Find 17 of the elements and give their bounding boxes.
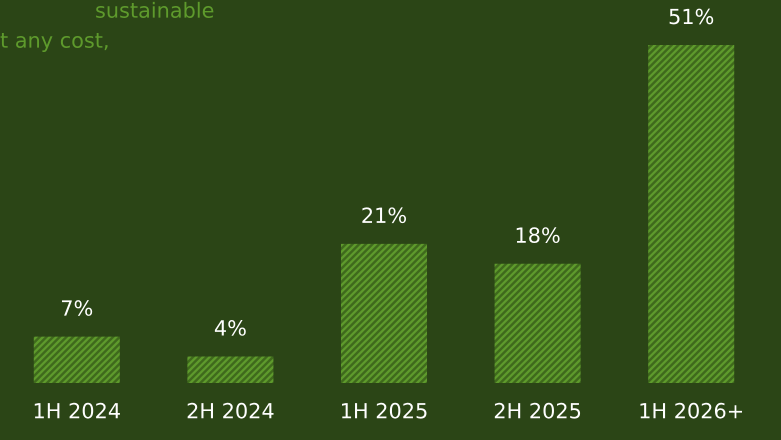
data-label: 4% xyxy=(214,320,246,336)
data-label: 18% xyxy=(516,227,560,244)
x-tick-label: 2H 2025 xyxy=(494,402,580,419)
data-label: 51% xyxy=(670,8,714,24)
x-tick-label: 1H 2026+ xyxy=(640,402,742,419)
x-tick-label: 1H 2025 xyxy=(342,402,426,419)
data-label: 7% xyxy=(62,300,92,316)
bar xyxy=(187,356,274,383)
text: sustainable xyxy=(96,2,214,18)
data-label: 21% xyxy=(362,207,406,224)
bar xyxy=(648,45,734,383)
bar xyxy=(34,336,120,383)
x-tick-label: 2H 2024 xyxy=(188,402,274,419)
annotation: t any cost, xyxy=(0,33,108,52)
x-tick-label: 1H 2024 xyxy=(34,402,120,419)
bar xyxy=(340,244,428,383)
bar xyxy=(494,264,581,383)
